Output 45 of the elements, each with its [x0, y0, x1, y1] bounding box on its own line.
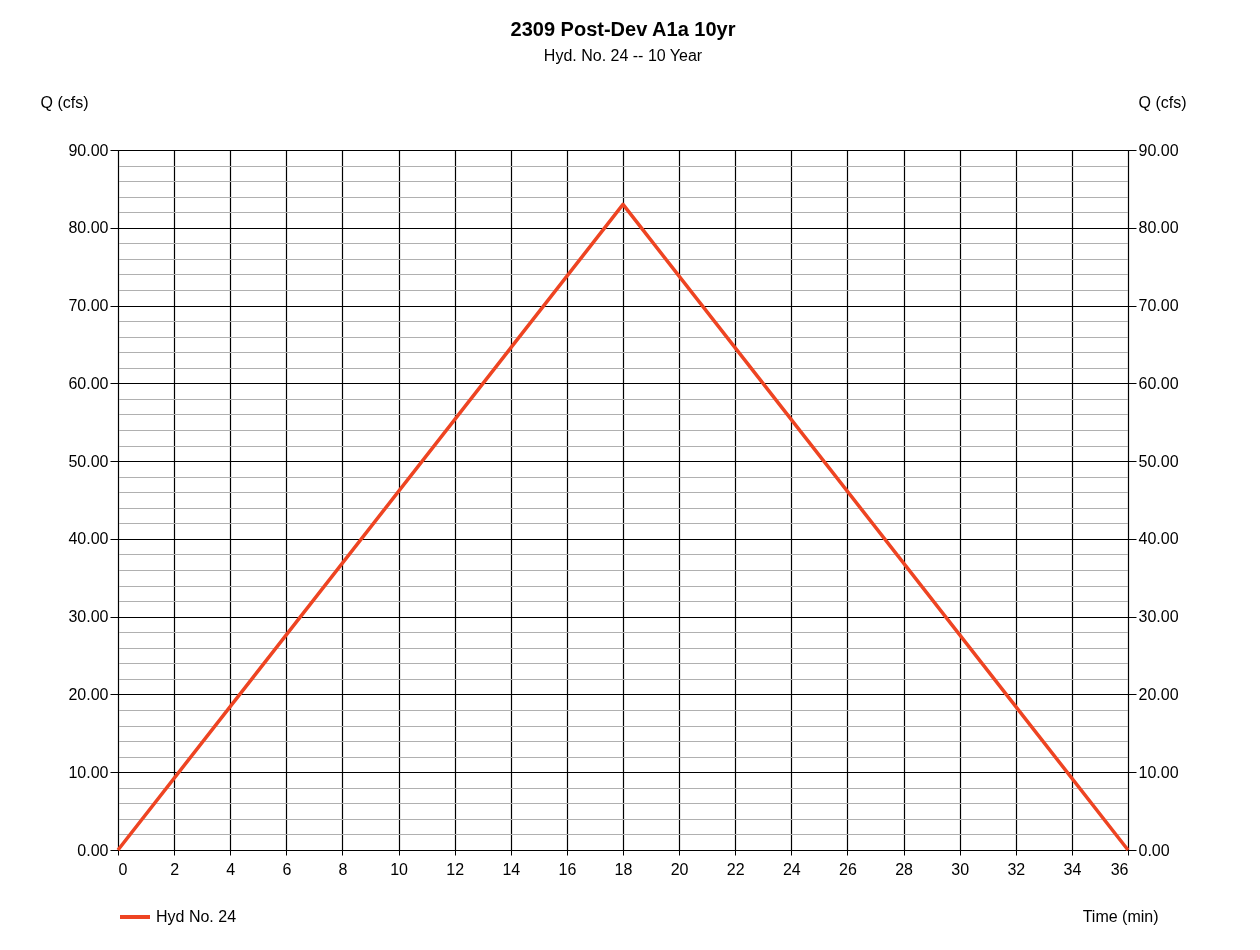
- y2-axis-title: Q (cfs): [1138, 93, 1187, 111]
- x-tick-label: 20: [670, 860, 689, 878]
- y-tick-label: 10.00: [68, 763, 109, 781]
- x-tick-label: 28: [895, 860, 914, 878]
- x-axis-title: Time (min): [1082, 907, 1159, 925]
- y2-tick-label: 10.00: [1138, 763, 1179, 781]
- y-tick-label: 70.00: [68, 297, 109, 315]
- x-tick-label: 8: [338, 860, 348, 878]
- x-tick-label: 0: [118, 860, 128, 878]
- x-tick-label: 32: [1007, 860, 1026, 878]
- y-tick-label: 80.00: [68, 219, 109, 237]
- x-tick-label: 36: [1110, 860, 1129, 878]
- chart-subtitle: Hyd. No. 24 -- 10 Year: [543, 47, 703, 64]
- y-axis-title: Q (cfs): [40, 93, 89, 111]
- x-tick-label: 12: [446, 860, 465, 878]
- y-tick-label: 50.00: [68, 452, 109, 470]
- x-tick-label: 4: [226, 860, 236, 878]
- y2-tick-label: 70.00: [1138, 297, 1179, 315]
- y2-tick-label: 30.00: [1138, 608, 1179, 626]
- x-tick-label: 22: [726, 860, 745, 878]
- y-tick-label: 0.00: [77, 841, 109, 859]
- y-tick-label: 60.00: [68, 374, 109, 392]
- x-tick-label: 26: [839, 860, 857, 878]
- x-tick-label: 34: [1063, 860, 1082, 878]
- chart-title: 2309 Post-Dev A1a 10yr: [510, 18, 736, 40]
- x-tick-label: 14: [502, 860, 521, 878]
- x-tick-label: 24: [782, 860, 801, 878]
- y2-tick-label: 20.00: [1138, 685, 1179, 703]
- legend-label: Hyd No. 24: [156, 908, 237, 925]
- y2-tick-label: 60.00: [1138, 374, 1179, 392]
- x-tick-label: 16: [558, 860, 577, 878]
- x-tick-label: 6: [282, 860, 292, 878]
- y2-tick-label: 90.00: [1138, 141, 1179, 159]
- y2-tick-label: 40.00: [1138, 530, 1179, 548]
- x-tick-label: 10: [390, 860, 409, 878]
- y2-tick-label: 50.00: [1138, 452, 1179, 470]
- y-tick-label: 20.00: [68, 685, 109, 703]
- x-tick-label: 2: [170, 860, 180, 878]
- x-tick-label: 18: [614, 860, 633, 878]
- y2-tick-label: 80.00: [1138, 219, 1179, 237]
- x-tick-label: 30: [951, 860, 970, 878]
- y-tick-label: 40.00: [68, 530, 109, 548]
- y2-tick-label: 0.00: [1138, 841, 1170, 859]
- y-tick-label: 30.00: [68, 608, 109, 626]
- y-tick-label: 90.00: [68, 141, 109, 159]
